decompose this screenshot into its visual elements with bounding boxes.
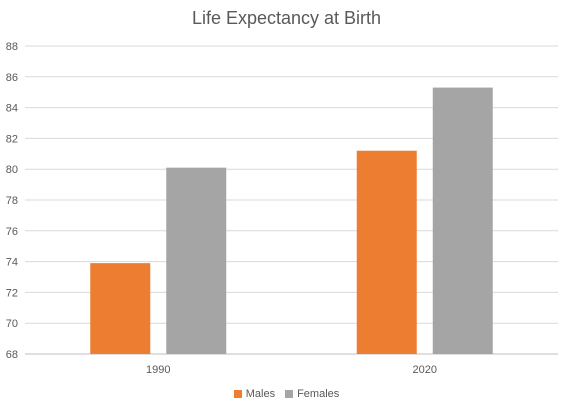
chart-title: Life Expectancy at Birth (191, 8, 382, 28)
bars (90, 87, 493, 354)
y-tick-label: 78 (6, 195, 18, 207)
y-tick-label: 88 (6, 41, 18, 53)
bar-females-1990 (166, 167, 227, 354)
y-axis-ticks: 68 70 72 74 76 78 80 82 84 86 88 (6, 41, 18, 361)
legend: Males Females (0, 388, 573, 400)
y-tick-label: 70 (6, 318, 18, 330)
x-tick-label: 2020 (413, 364, 437, 376)
y-tick-label: 72 (6, 287, 18, 299)
y-tick-label: 76 (6, 226, 18, 238)
legend-item-males: Males (233, 388, 276, 400)
y-tick-label: 68 (6, 349, 18, 361)
y-tick-label: 80 (6, 164, 18, 176)
y-tick-label: 74 (6, 257, 18, 269)
legend-swatch-males (233, 390, 242, 398)
legend-label-males: Males (245, 388, 276, 400)
y-tick-label: 86 (6, 72, 18, 84)
x-tick-label: 1990 (146, 364, 170, 376)
legend-swatch-females (285, 390, 294, 398)
bar-males-2020 (356, 150, 417, 354)
legend-item-females: Females (285, 388, 339, 400)
y-tick-label: 84 (6, 103, 18, 115)
bar-males-1990 (90, 263, 151, 354)
y-tick-label: 82 (6, 133, 18, 145)
legend-label-females: Females (297, 388, 340, 400)
bar-females-2020 (432, 87, 493, 354)
x-axis-ticks: 1990 2020 (146, 364, 437, 376)
